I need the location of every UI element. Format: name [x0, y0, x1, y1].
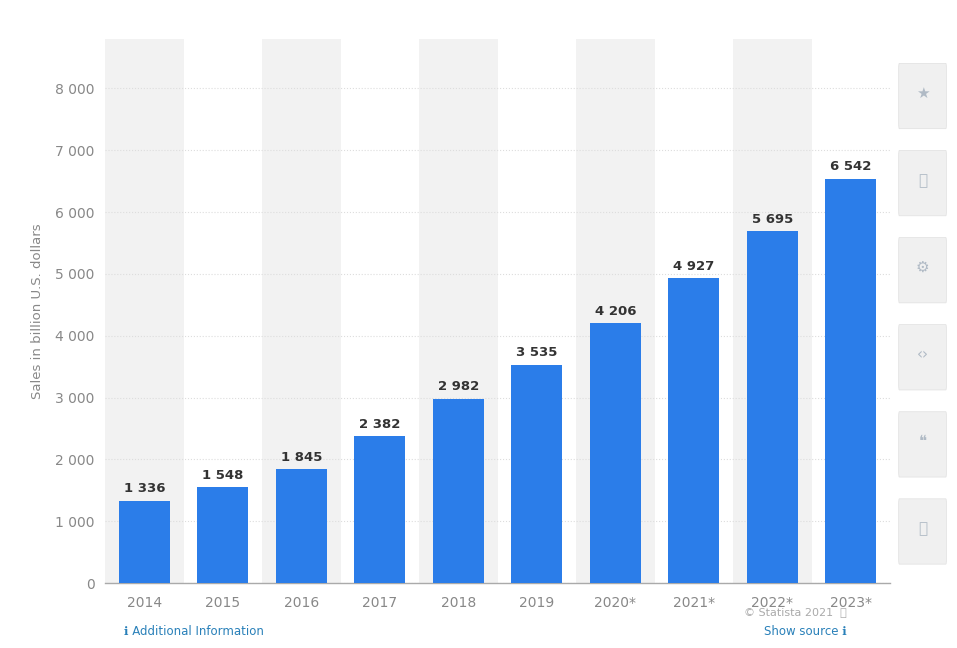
Text: 2 982: 2 982: [437, 380, 479, 393]
Bar: [576, 39, 655, 583]
Bar: [812, 39, 890, 583]
Bar: [197, 487, 249, 583]
Text: ★: ★: [916, 86, 929, 101]
Bar: [119, 500, 170, 583]
Bar: [184, 39, 262, 583]
Bar: [746, 231, 798, 583]
Bar: [433, 399, 484, 583]
Text: 1 548: 1 548: [202, 469, 244, 482]
Text: Show source ℹ: Show source ℹ: [765, 625, 847, 638]
Bar: [262, 39, 341, 583]
Bar: [733, 39, 812, 583]
Text: 5 695: 5 695: [751, 213, 793, 226]
Bar: [668, 279, 720, 583]
Bar: [590, 323, 641, 583]
Bar: [498, 39, 576, 583]
Text: ❝: ❝: [919, 434, 926, 449]
Text: 3 535: 3 535: [516, 346, 558, 359]
Bar: [419, 39, 498, 583]
Bar: [655, 39, 733, 583]
Text: 🔔: 🔔: [918, 173, 927, 188]
Y-axis label: Sales in billion U.S. dollars: Sales in billion U.S. dollars: [32, 223, 44, 399]
Text: ℹ Additional Information: ℹ Additional Information: [124, 625, 264, 638]
Text: 1 336: 1 336: [123, 482, 166, 495]
Bar: [825, 179, 877, 583]
Text: 1 845: 1 845: [280, 451, 323, 464]
Bar: [276, 469, 327, 583]
FancyBboxPatch shape: [899, 325, 946, 390]
Text: ⚙: ⚙: [916, 260, 929, 275]
FancyBboxPatch shape: [899, 64, 946, 129]
Text: ‹›: ‹›: [917, 347, 928, 362]
Bar: [341, 39, 419, 583]
Bar: [105, 39, 184, 583]
FancyBboxPatch shape: [899, 499, 946, 564]
Text: 4 927: 4 927: [673, 260, 715, 273]
Text: 4 206: 4 206: [594, 305, 636, 318]
FancyBboxPatch shape: [899, 150, 946, 216]
Text: 6 542: 6 542: [830, 160, 872, 173]
FancyBboxPatch shape: [899, 238, 946, 303]
Text: 🖨: 🖨: [918, 521, 927, 537]
Bar: [354, 436, 406, 583]
Text: © Statista 2021  🏴: © Statista 2021 🏴: [745, 607, 847, 618]
FancyBboxPatch shape: [899, 411, 946, 477]
Text: 2 382: 2 382: [359, 417, 401, 431]
Bar: [511, 365, 563, 583]
